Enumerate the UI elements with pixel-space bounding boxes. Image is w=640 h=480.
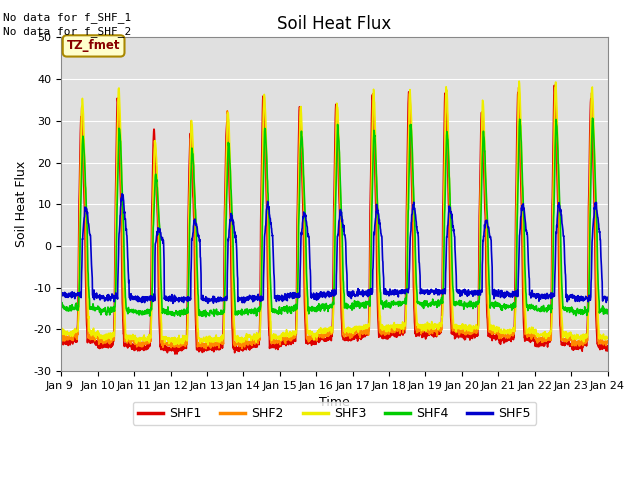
Title: Soil Heat Flux: Soil Heat Flux	[277, 15, 392, 33]
SHF5	[604, 296, 611, 302]
SHF5	[363, 290, 371, 296]
SHF3	[210, 339, 218, 345]
SHF3	[58, 328, 65, 334]
SHF1	[171, 351, 179, 357]
Line: SHF5: SHF5	[61, 194, 607, 303]
SHF2	[556, 279, 564, 285]
SHF2	[515, 83, 523, 89]
Line: SHF4: SHF4	[61, 118, 607, 317]
SHF5	[118, 191, 126, 197]
SHF4	[351, 302, 358, 308]
SHF3	[204, 342, 212, 348]
SHF4	[589, 115, 596, 121]
Line: SHF3: SHF3	[61, 81, 607, 345]
Text: No data for f_SHF_2: No data for f_SHF_2	[3, 26, 131, 37]
Text: TZ_fmet: TZ_fmet	[67, 39, 120, 52]
Legend: SHF1, SHF2, SHF3, SHF4, SHF5: SHF1, SHF2, SHF3, SHF4, SHF5	[133, 402, 536, 425]
SHF2	[604, 338, 611, 344]
SHF5	[211, 294, 218, 300]
SHF1	[362, 331, 370, 337]
SHF4	[604, 311, 611, 316]
SHF3	[571, 335, 579, 341]
SHF5	[571, 293, 579, 299]
Line: SHF2: SHF2	[61, 86, 607, 348]
SHF3	[493, 329, 501, 335]
SHF2	[351, 328, 358, 334]
SHF1	[571, 344, 579, 349]
SHF2	[362, 326, 370, 332]
SHF2	[210, 341, 218, 347]
SHF4	[493, 300, 501, 306]
SHF5	[351, 291, 358, 297]
SHF2	[571, 340, 579, 346]
SHF1	[556, 311, 564, 316]
SHF3	[362, 324, 370, 330]
SHF4	[202, 314, 210, 320]
SHF3	[351, 324, 358, 330]
SHF1	[550, 83, 558, 88]
SHF1	[493, 334, 501, 340]
SHF2	[58, 330, 65, 336]
SHF2	[493, 330, 501, 336]
SHF4	[571, 308, 579, 313]
SHF1	[210, 348, 218, 354]
SHF4	[362, 299, 370, 305]
SHF1	[351, 334, 358, 340]
SHF4	[58, 302, 65, 308]
SHF5	[169, 300, 177, 306]
SHF3	[515, 78, 523, 84]
Line: SHF1: SHF1	[61, 85, 607, 354]
Y-axis label: Soil Heat Flux: Soil Heat Flux	[15, 161, 28, 247]
SHF1	[604, 348, 611, 354]
SHF2	[202, 346, 210, 351]
SHF3	[604, 336, 611, 341]
SHF4	[210, 309, 218, 315]
SHF5	[556, 203, 564, 209]
SHF3	[556, 208, 564, 214]
Text: No data for f_SHF_1: No data for f_SHF_1	[3, 12, 131, 23]
SHF4	[556, 196, 563, 202]
SHF5	[493, 291, 501, 297]
SHF5	[58, 292, 65, 298]
X-axis label: Time: Time	[319, 396, 350, 409]
SHF1	[58, 336, 65, 342]
